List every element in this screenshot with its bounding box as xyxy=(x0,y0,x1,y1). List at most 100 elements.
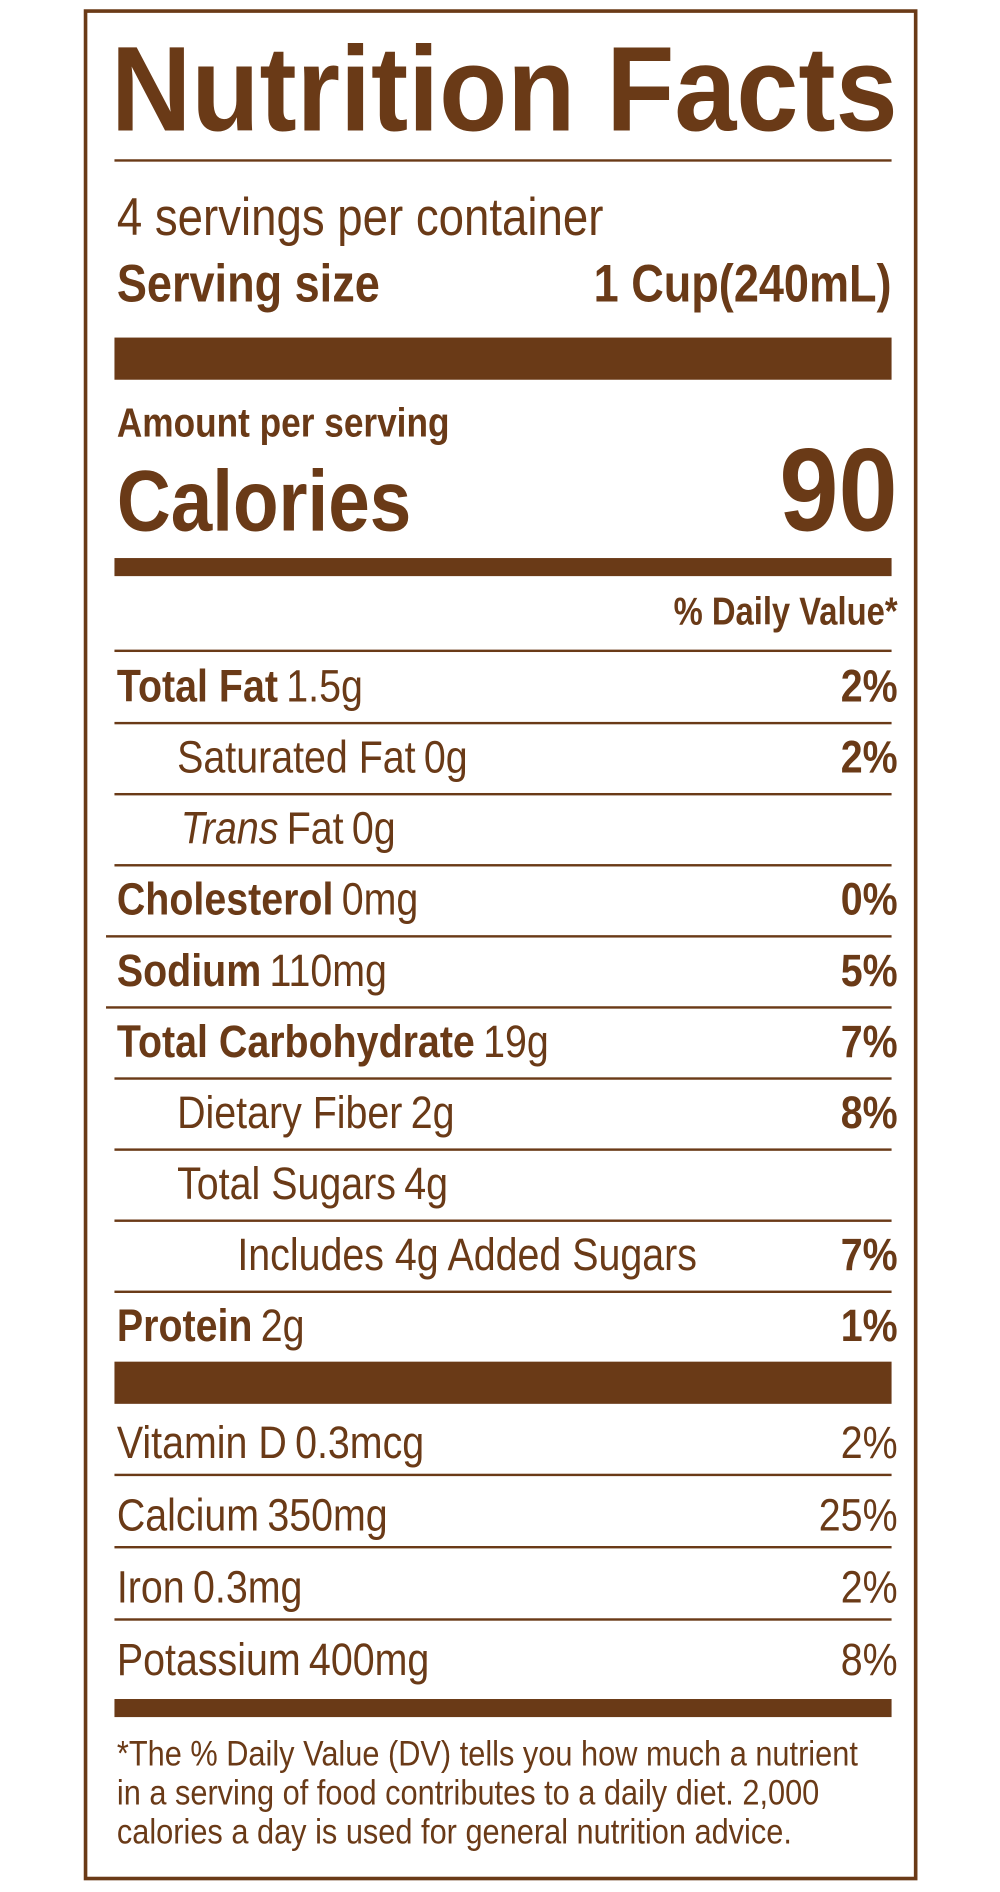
nutrient-label-part: 2g xyxy=(261,1300,305,1351)
thick-rule xyxy=(114,1699,892,1718)
serving-size-label-part: Serving size xyxy=(117,254,380,313)
amount-per-serving: Amount per serving xyxy=(117,400,450,446)
nutrient-label-part: 19g xyxy=(483,1016,549,1067)
nutrient-label: Protein 2g xyxy=(117,1300,305,1351)
nutrient-dv: 2% xyxy=(841,661,898,712)
nutrient-label-part: 1.5g xyxy=(286,661,363,712)
daily-value-header: % Daily Value* xyxy=(674,590,898,633)
rule xyxy=(114,1473,892,1477)
footnote-line: calories a day is used for general nutri… xyxy=(117,1812,792,1851)
servings: 4 servings per container xyxy=(117,188,604,247)
vitamin-label: Potassium 400mg xyxy=(117,1634,429,1685)
nutrient-label: Includes 4g Added Sugars xyxy=(237,1229,697,1280)
vitamin-dv-part: 8% xyxy=(841,1634,898,1685)
nutrient-label-part: 110mg xyxy=(269,945,386,996)
vitamin-label-part: 350mg xyxy=(267,1490,387,1541)
nutrient-dv: 5% xyxy=(841,945,898,996)
nutrient-label-part: 0mg xyxy=(342,874,419,925)
vitamin-label-part: Iron xyxy=(117,1562,185,1613)
nutrient-label-part: Trans xyxy=(181,803,279,854)
nutrient-label-part: 0g xyxy=(352,803,396,854)
thick-rule xyxy=(114,558,892,577)
rule xyxy=(106,935,892,938)
rule xyxy=(114,721,892,725)
title-part: Nutrition Facts xyxy=(111,21,898,156)
nutrient-dv: 7% xyxy=(841,1016,898,1067)
nutrient-dv-part: 8% xyxy=(841,1087,898,1138)
nutrient-label-part: Fat xyxy=(287,803,344,854)
nutrient-label-part: Protein xyxy=(117,1300,253,1351)
border xyxy=(83,9,918,1881)
footnote-line-part: calories a day is used for general nutri… xyxy=(117,1812,792,1851)
rule xyxy=(114,1546,892,1549)
title: Nutrition Facts xyxy=(111,21,898,156)
vitamin-dv-part: 2% xyxy=(841,1562,898,1613)
rule xyxy=(114,1618,892,1621)
vitamin-label: Calcium 350mg xyxy=(117,1490,388,1541)
vitamin-dv: 8% xyxy=(841,1634,898,1685)
nutrient-dv-part: 1% xyxy=(841,1300,898,1351)
nutrient-label-part: 0g xyxy=(424,732,468,783)
nutrient-label-part: Saturated Fat xyxy=(177,732,416,783)
nutrient-dv-part: 0% xyxy=(841,874,898,925)
thick-rule xyxy=(114,337,892,380)
nutrient-label-part: Total Carbohydrate xyxy=(117,1016,475,1067)
nutrient-label-part: Dietary Fiber xyxy=(177,1087,402,1138)
vitamin-label-part: 0.3mcg xyxy=(295,1417,424,1468)
serving-size-label: Serving size xyxy=(117,254,380,313)
nutrient-label-part: Total Fat xyxy=(117,661,278,712)
nutrient-dv-part: 5% xyxy=(841,945,898,996)
nutrient-dv-part: 2% xyxy=(841,732,898,783)
vitamin-label-part: Calcium xyxy=(117,1490,259,1541)
amount-per-serving-part: Amount per serving xyxy=(117,400,450,446)
vitamin-label: Iron 0.3mg xyxy=(117,1562,303,1613)
nutrient-dv: 0% xyxy=(841,874,898,925)
nutrient-label: Cholesterol 0mg xyxy=(117,874,418,925)
serving-size-value-part: 1 Cup(240mL) xyxy=(594,254,892,313)
nutrient-label-part: 2g xyxy=(411,1087,455,1138)
calories-label-part: Calories xyxy=(117,453,411,550)
vitamin-label: Vitamin D 0.3mcg xyxy=(117,1417,424,1468)
nutrient-label: Total Sugars 4g xyxy=(177,1158,448,1209)
nutrient-label: Sodium 110mg xyxy=(117,945,387,996)
rule xyxy=(114,792,892,796)
servings-part: 4 servings per container xyxy=(117,188,604,247)
footnote-line-part: *The % Daily Value (DV) tells you how mu… xyxy=(117,1733,858,1772)
rule xyxy=(114,1077,892,1080)
nutrient-label: Saturated Fat 0g xyxy=(177,732,468,783)
nutrient-dv-part: 2% xyxy=(841,661,898,712)
calories-value-part: 90 xyxy=(779,423,897,555)
rule xyxy=(114,1148,892,1151)
nutrient-dv: 2% xyxy=(841,732,898,783)
rule xyxy=(114,1219,892,1222)
vitamin-dv: 25% xyxy=(819,1490,898,1541)
calories-value: 90 xyxy=(779,423,897,555)
footnote-line: *The % Daily Value (DV) tells you how mu… xyxy=(117,1733,858,1772)
nutrient-label: Dietary Fiber 2g xyxy=(177,1087,454,1138)
rule xyxy=(106,1006,892,1009)
nutrient-label-part: Sodium xyxy=(117,945,261,996)
vitamin-label-part: 400mg xyxy=(309,1634,429,1685)
calories-label: Calories xyxy=(117,453,411,550)
nutrient-label-part: Cholesterol xyxy=(117,874,334,925)
nutrient-dv: 1% xyxy=(841,1300,898,1351)
vitamin-label-part: 0.3mg xyxy=(193,1562,302,1613)
serving-size-value: 1 Cup(240mL) xyxy=(594,254,892,313)
nutrient-dv: 7% xyxy=(841,1229,898,1280)
footnote-line: in a serving of food contributes to a da… xyxy=(117,1773,819,1812)
nutrient-dv-part: 7% xyxy=(841,1016,898,1067)
nutrient-label-part: 4g xyxy=(404,1158,448,1209)
rule xyxy=(114,159,892,162)
nutrient-label-part: Includes 4g Added Sugars xyxy=(237,1229,697,1280)
vitamin-dv-part: 25% xyxy=(819,1490,898,1541)
vitamin-dv: 2% xyxy=(841,1562,898,1613)
rule xyxy=(114,1290,892,1293)
nutrient-dv-part: 7% xyxy=(841,1229,898,1280)
nutrient-dv: 8% xyxy=(841,1087,898,1138)
footnote-line-part: in a serving of food contributes to a da… xyxy=(117,1773,819,1812)
daily-value-header-part: % Daily Value* xyxy=(674,590,898,633)
rule xyxy=(114,864,892,867)
nutrient-label: Trans Fat 0g xyxy=(181,803,396,854)
